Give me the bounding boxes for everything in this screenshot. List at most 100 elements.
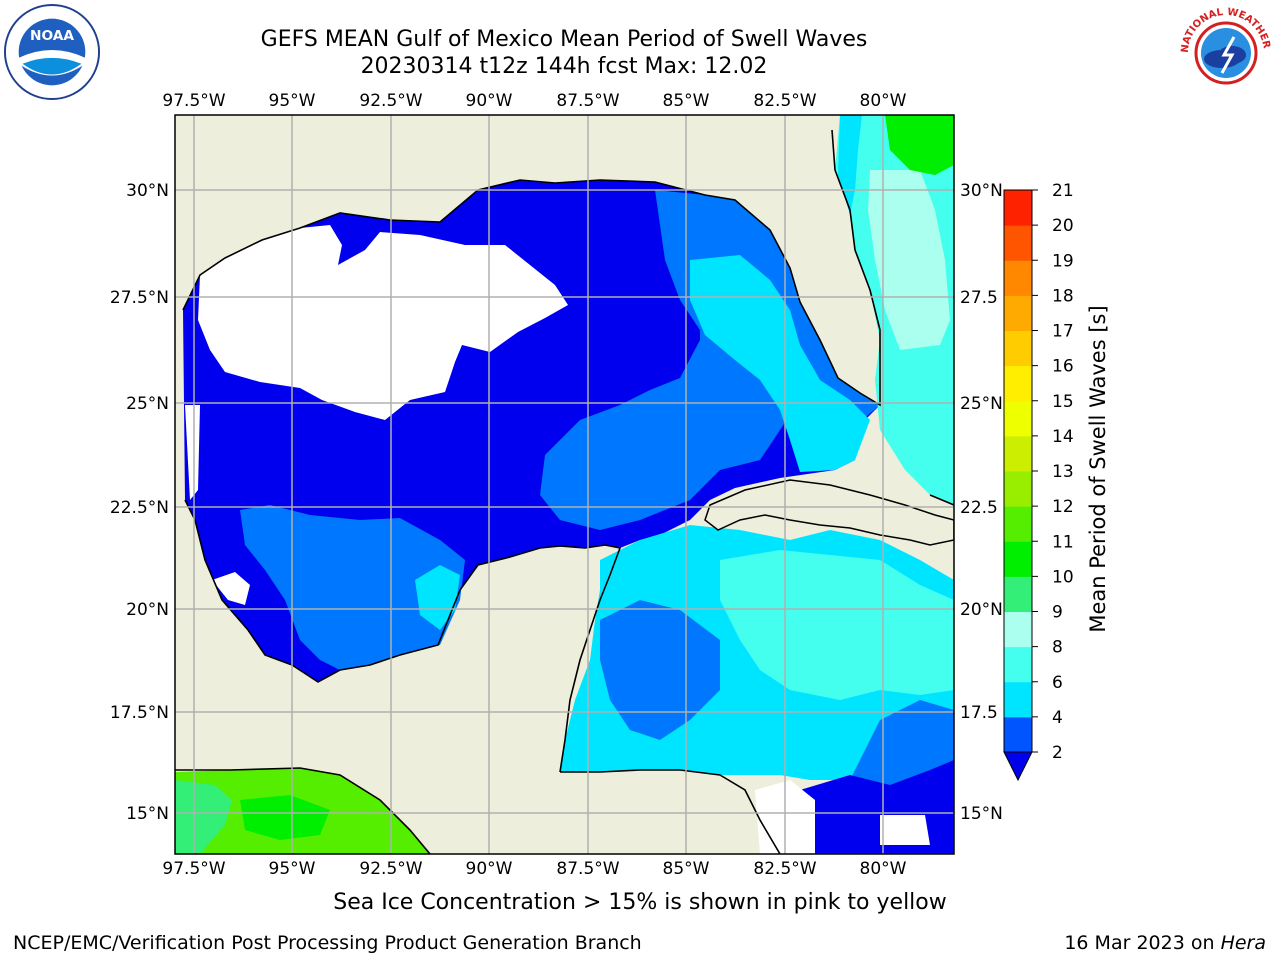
lon-label: 85°W xyxy=(663,859,710,879)
colorbar-tick-label: 21 xyxy=(1052,181,1074,201)
colorbar-segment xyxy=(1004,646,1032,683)
lon-labels-top: 97.5°W 95°W 92.5°W 90°W 87.5°W 85°W 82.5… xyxy=(162,91,906,111)
lon-label: 97.5°W xyxy=(162,859,225,879)
lat-label: 27.5 xyxy=(960,288,998,308)
lat-label: 17.5°N xyxy=(110,703,169,723)
atlantic-green xyxy=(885,115,954,175)
lat-labels-left: 30°N 27.5°N 25°N 22.5°N 20°N 17.5°N 15°N xyxy=(110,181,169,824)
noaa-logo: NOAA xyxy=(3,3,101,101)
lon-label: 92.5°W xyxy=(359,91,422,111)
lat-label: 25°N xyxy=(126,394,169,414)
colorbar-segment xyxy=(1004,681,1032,718)
nws-logo: NATIONAL WEATHER SERVICE xyxy=(1176,3,1274,101)
machine-name: Hera xyxy=(1220,932,1266,954)
lon-label: 82.5°W xyxy=(753,859,816,879)
colorbar-tick-label: 20 xyxy=(1052,216,1074,236)
colorbar-segment xyxy=(1004,611,1032,648)
pacific-darkgreen xyxy=(240,795,330,840)
colorbar-segment xyxy=(1004,541,1032,577)
lat-label: 20°N xyxy=(126,600,169,620)
colorbar-segment xyxy=(1004,295,1032,331)
missing-area-se xyxy=(880,815,930,845)
lon-label: 95°W xyxy=(269,91,316,111)
caribbean-lightcyan xyxy=(720,550,954,700)
coastlines xyxy=(175,129,954,854)
lat-label: 15°N xyxy=(126,804,169,824)
lon-label: 92.5°W xyxy=(359,859,422,879)
map-title: GEFS MEAN Gulf of Mexico Mean Period of … xyxy=(260,27,868,52)
lon-label: 82.5°W xyxy=(753,91,816,111)
colorbar: 2 4 6 8 9 10 11 12 13 14 15 16 17 18 19 20 21 xyxy=(1003,181,1074,782)
lon-label: 97.5°W xyxy=(162,91,225,111)
colorbar-tick-label: 11 xyxy=(1052,532,1074,552)
colorbar-under-arrow xyxy=(1003,751,1033,782)
colorbar-tick-label: 19 xyxy=(1052,251,1074,271)
colorbar-tick-label: 10 xyxy=(1052,567,1074,587)
colorbar-label: Mean Period of Swell Waves [s] xyxy=(1086,305,1110,633)
caribbean-2-4s xyxy=(600,600,720,740)
colorbar-segment xyxy=(1004,190,1032,226)
swell-zone-4-6s-east xyxy=(690,255,870,472)
swell-zone-2-4s-sw xyxy=(240,505,465,670)
colorbar-tick-label: 4 xyxy=(1052,708,1063,728)
lon-label: 80°W xyxy=(860,91,907,111)
colorbar-segment xyxy=(1004,225,1032,261)
date-line: 16 Mar 2023 on Hera xyxy=(1064,932,1266,954)
colorbar-segment xyxy=(1004,471,1032,507)
colorbar-tick-label: 8 xyxy=(1052,638,1063,658)
lat-label: 27.5°N xyxy=(110,288,169,308)
map-frame xyxy=(174,114,955,855)
missing-area-sw xyxy=(212,572,250,605)
colorbar-tick-label: 12 xyxy=(1052,497,1074,517)
lon-label: 87.5°W xyxy=(556,859,619,879)
colorbar-tick-label: 15 xyxy=(1052,392,1074,412)
map-plot-area xyxy=(175,115,954,854)
lon-labels-bottom: 97.5°W 95°W 92.5°W 90°W 87.5°W 85°W 82.5… xyxy=(162,859,906,879)
lat-label: 22.5 xyxy=(960,498,998,518)
pacific-lightgreen xyxy=(175,780,232,854)
colorbar-segment xyxy=(1004,400,1032,437)
caribbean-2-4s-east xyxy=(850,700,954,790)
missing-area-west xyxy=(185,405,200,500)
graticule xyxy=(175,115,954,854)
lat-label: 30°N xyxy=(126,181,169,201)
lon-label: 87.5°W xyxy=(556,91,619,111)
colorbar-segment xyxy=(1004,365,1032,402)
colorbar-tick-label: 13 xyxy=(1052,462,1074,482)
lat-labels-right: 30°N 27.5 25°N 22.5 20°N 17.5 15°N xyxy=(960,181,1003,824)
colorbar-tick-label: 17 xyxy=(1052,322,1074,342)
colorbar-tick-label: 14 xyxy=(1052,427,1074,447)
lat-label: 20°N xyxy=(960,600,1003,620)
colorbar-segment xyxy=(1004,576,1032,612)
colorbar-segment xyxy=(1004,260,1032,296)
lat-label: 15°N xyxy=(960,804,1003,824)
swell-zone-4-6s-sw xyxy=(415,565,460,630)
colorbar-tick-label: 18 xyxy=(1052,286,1074,306)
date-text: 16 Mar 2023 on xyxy=(1064,932,1215,954)
lat-label: 25°N xyxy=(960,394,1003,414)
colorbar-segment xyxy=(1004,716,1032,753)
colorbar-segment xyxy=(1004,506,1032,542)
lon-label: 80°W xyxy=(860,859,907,879)
colorbar-segment xyxy=(1004,435,1032,472)
colorbar-tick-label: 2 xyxy=(1052,743,1063,763)
colorbar-segment xyxy=(1004,330,1032,367)
atlantic-lightcyan xyxy=(868,170,950,350)
lon-label: 95°W xyxy=(269,859,316,879)
lon-label: 85°W xyxy=(663,91,710,111)
noaa-logo-text: NOAA xyxy=(30,28,74,44)
colorbar-tick-label: 16 xyxy=(1052,357,1074,377)
lat-label: 17.5 xyxy=(960,703,998,723)
missing-area-nw xyxy=(198,225,568,420)
colorbar-tick-label: 6 xyxy=(1052,673,1063,693)
sea-ice-note: Sea Ice Concentration > 15% is shown in … xyxy=(333,890,947,915)
lon-label: 90°W xyxy=(466,91,513,111)
lat-label: 30°N xyxy=(960,181,1003,201)
map-subtitle: 20230314 t12z 144h fcst Max: 12.02 xyxy=(360,54,768,79)
credit-line: NCEP/EMC/Verification Post Processing Pr… xyxy=(13,932,642,954)
cuba-land xyxy=(704,479,954,546)
colorbar-tick-label: 9 xyxy=(1052,603,1063,623)
lat-label: 22.5°N xyxy=(110,498,169,518)
lon-label: 90°W xyxy=(466,859,513,879)
